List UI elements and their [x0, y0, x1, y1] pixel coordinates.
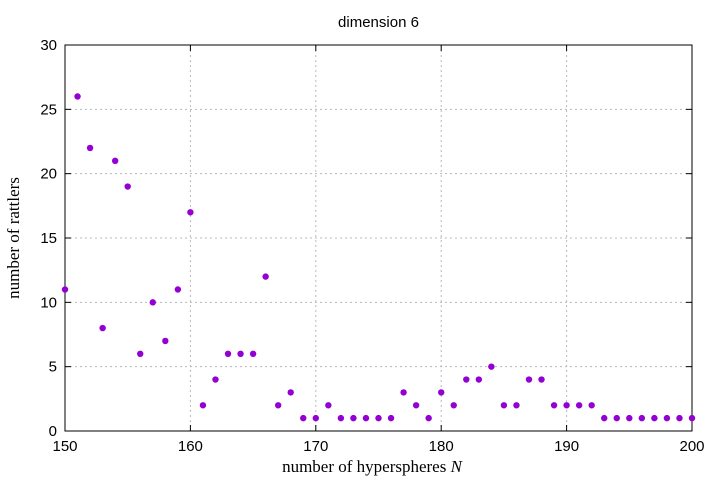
- data-point: [425, 414, 432, 422]
- axis-ticks: 150 160 170 180 190 200 0 5 10 15 20 25 30: [40, 37, 704, 455]
- x-axis-label: number of hyperspheres N: [282, 457, 464, 476]
- data-point: [325, 402, 332, 409]
- data-point: [638, 414, 646, 422]
- data-point: [287, 389, 294, 396]
- x-tick-label: 190: [554, 438, 579, 455]
- data-point: [124, 183, 131, 190]
- data-point: [387, 414, 395, 422]
- data-point: [688, 414, 696, 422]
- y-tick-label: 25: [40, 101, 57, 118]
- data-point: [412, 402, 420, 409]
- data-point: [450, 402, 457, 409]
- data-point: [162, 337, 169, 345]
- data-point: [174, 286, 182, 293]
- data-point: [300, 414, 307, 422]
- data-point: [237, 350, 244, 357]
- data-point: [676, 414, 683, 422]
- data-point: [337, 414, 345, 422]
- data-point: [575, 402, 583, 409]
- data-point: [525, 376, 533, 383]
- chart-title: dimension 6: [338, 14, 419, 31]
- data-point: [601, 414, 608, 422]
- data-point: [111, 157, 119, 164]
- data-point: [274, 402, 282, 409]
- data-point: [212, 376, 219, 383]
- y-tick-label: 10: [40, 294, 57, 311]
- data-point: [99, 324, 106, 332]
- data-point: [538, 376, 545, 383]
- x-tick-label: 200: [679, 438, 704, 455]
- data-point: [563, 402, 570, 409]
- data-point: [249, 350, 257, 357]
- grid-lines: [65, 45, 692, 431]
- x-axis-label-text: number of hyperspheres: [282, 457, 446, 476]
- data-point: [312, 414, 319, 422]
- data-points: [61, 93, 696, 422]
- data-point: [663, 414, 671, 422]
- data-point: [187, 209, 194, 216]
- data-point: [613, 414, 620, 422]
- y-tick-label: 15: [40, 230, 57, 247]
- data-point: [550, 402, 558, 409]
- data-point: [375, 414, 382, 422]
- data-point: [224, 350, 232, 357]
- x-tick-label: 180: [429, 438, 454, 455]
- data-point: [262, 273, 269, 280]
- data-point: [137, 350, 144, 357]
- data-point: [61, 286, 69, 293]
- x-tick-label: 150: [52, 438, 77, 455]
- data-point: [500, 402, 508, 409]
- data-point: [199, 402, 207, 409]
- data-point: [400, 389, 407, 396]
- y-tick-label: 30: [40, 37, 57, 54]
- data-point: [651, 414, 658, 422]
- data-point: [488, 363, 495, 370]
- y-tick-label: 0: [49, 423, 57, 440]
- data-point: [362, 414, 370, 422]
- x-axis-label-variable: N: [450, 457, 464, 476]
- y-tick-label: 20: [40, 166, 57, 183]
- plot-frame: [64, 44, 693, 432]
- data-point: [438, 389, 445, 396]
- x-tick-label: 170: [303, 438, 328, 455]
- data-point: [475, 376, 483, 383]
- data-point: [626, 414, 633, 422]
- data-point: [463, 376, 470, 383]
- data-point: [74, 93, 81, 100]
- y-axis-label: number of rattlers: [4, 177, 23, 299]
- y-tick-label: 5: [49, 359, 57, 376]
- data-point: [149, 299, 156, 306]
- data-point: [513, 402, 520, 409]
- data-point: [86, 144, 94, 152]
- x-tick-label: 160: [178, 438, 203, 455]
- data-point: [588, 402, 595, 409]
- data-point: [350, 414, 357, 422]
